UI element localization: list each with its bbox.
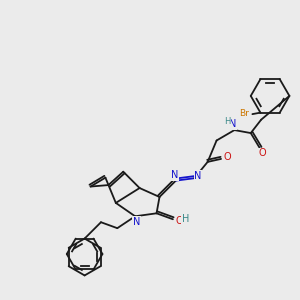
Text: Br: Br [239, 109, 249, 118]
Text: O: O [176, 216, 183, 226]
Text: H: H [182, 214, 189, 224]
Text: H: H [224, 117, 230, 126]
Text: N: N [229, 119, 237, 129]
Text: N: N [194, 171, 202, 181]
Text: O: O [259, 148, 266, 158]
Text: O: O [223, 152, 231, 162]
Text: N: N [171, 170, 178, 180]
Text: N: N [133, 217, 140, 226]
